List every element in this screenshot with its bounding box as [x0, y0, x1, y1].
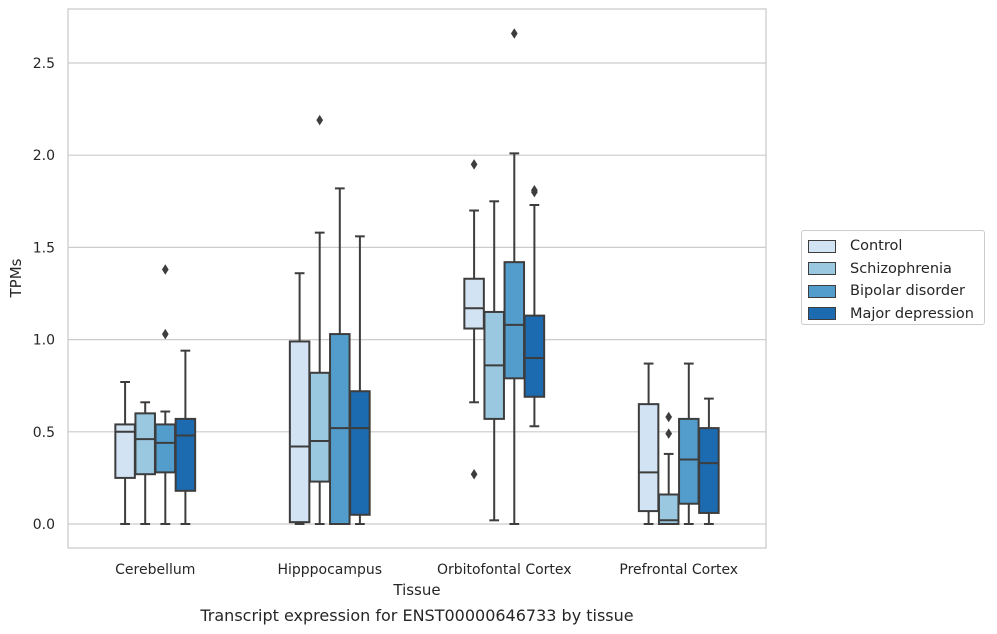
- box-body: [349, 390, 371, 516]
- box-3-3: [698, 397, 720, 525]
- y-tick-label: 2.5: [33, 56, 55, 72]
- box-body: [698, 427, 720, 514]
- box-3-1: [657, 411, 680, 526]
- box-body: [308, 371, 331, 483]
- box-0-2: [154, 264, 177, 525]
- flier-point: [470, 468, 478, 480]
- box-0-3: [174, 349, 197, 525]
- plot-frame: [67, 8, 767, 549]
- box-2-2: [503, 28, 526, 525]
- box-0-0: [114, 381, 136, 525]
- flier-point: [161, 264, 169, 275]
- x-tick-label: Prefrontal Cortex: [619, 562, 738, 578]
- box-2-3: [523, 184, 546, 428]
- boxes: [114, 28, 720, 526]
- legend-swatch: [808, 239, 836, 253]
- flier-point: [161, 328, 169, 340]
- y-tick-label: 0.5: [33, 425, 55, 441]
- box-1-3: [349, 235, 371, 525]
- box-body: [637, 403, 660, 513]
- legend-label: Bipolar disorder: [850, 283, 965, 300]
- flier-point: [665, 411, 673, 423]
- legend-label: Control: [850, 238, 903, 255]
- y-tick-label: 2.0: [33, 148, 55, 164]
- y-tick-label: 1.0: [33, 333, 55, 349]
- x-tick-label: Hipppocampus: [277, 562, 382, 578]
- flier-point: [510, 28, 518, 39]
- box-1-1: [308, 114, 331, 525]
- legend-label: Major depression: [850, 305, 974, 322]
- legend-item: Bipolar disorder: [808, 280, 978, 303]
- box-2-1: [483, 200, 505, 522]
- x-tick-label: Orbitofontal Cortex: [437, 562, 572, 578]
- legend-swatch: [808, 307, 836, 321]
- y-tick-label: 0.0: [33, 517, 55, 533]
- box-body: [134, 412, 156, 476]
- box-3-0: [637, 362, 660, 525]
- box-body: [463, 277, 485, 330]
- flier-point: [316, 114, 324, 126]
- legend-swatch: [808, 262, 836, 276]
- legend-item: Schizophrenia: [808, 258, 978, 281]
- legend: Control Schizophrenia Bipolar disorder Majo…: [801, 230, 985, 325]
- box-body: [503, 261, 526, 380]
- y-tick-labels: 0.0 0.5 1.0 1.5 2.0 2.5: [33, 56, 55, 533]
- box-body: [657, 493, 680, 526]
- flier-point: [665, 428, 673, 439]
- box-body: [174, 417, 197, 492]
- box-body: [154, 423, 177, 474]
- flier-point: [531, 184, 538, 196]
- box-body: [523, 314, 546, 398]
- box-1-2: [329, 187, 351, 525]
- box-body: [678, 417, 700, 505]
- flier-point: [470, 159, 478, 170]
- box-1-0: [288, 272, 311, 525]
- legend-item: Control: [808, 235, 978, 258]
- legend-swatch: [808, 284, 836, 298]
- x-axis-label: Tissue: [392, 581, 440, 599]
- box-3-2: [678, 362, 700, 525]
- y-axis-label: TPMs: [7, 258, 25, 298]
- x-tick-label: Cerebellum: [115, 562, 195, 578]
- box-2-0: [463, 159, 485, 480]
- legend-label: Schizophrenia: [850, 260, 952, 277]
- x-tick-labels: Cerebellum Hipppocampus Orbitofontal Corte…: [115, 562, 738, 578]
- legend-item: Major depression: [808, 303, 978, 326]
- box-body: [288, 340, 311, 524]
- box-0-1: [134, 401, 156, 525]
- y-tick-label: 1.5: [33, 240, 55, 256]
- chart-caption: Transcript expression for ENST0000064673…: [200, 606, 634, 625]
